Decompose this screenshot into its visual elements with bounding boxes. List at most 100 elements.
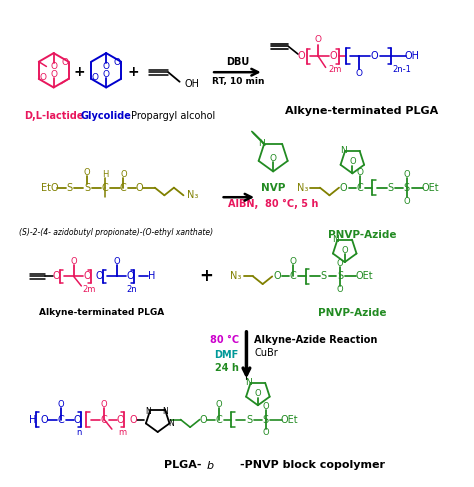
Text: O: O: [136, 183, 143, 193]
Text: O: O: [349, 157, 356, 167]
Text: PNVP-Azide: PNVP-Azide: [328, 230, 396, 241]
Text: N: N: [258, 139, 264, 149]
Text: OEt: OEt: [422, 183, 439, 193]
Text: 24 h: 24 h: [215, 363, 239, 373]
Text: O: O: [356, 69, 363, 77]
Text: N₃: N₃: [230, 271, 242, 281]
Text: O: O: [83, 271, 91, 281]
Text: PLGA-: PLGA-: [164, 460, 201, 470]
Text: C: C: [58, 414, 64, 425]
Text: O: O: [356, 168, 364, 177]
Text: S: S: [84, 183, 90, 193]
Text: OEt: OEt: [355, 271, 373, 281]
Text: O: O: [340, 183, 347, 193]
Text: C: C: [102, 183, 109, 193]
Text: O: O: [113, 257, 120, 265]
Text: DMF: DMF: [215, 350, 239, 360]
Text: CuBr: CuBr: [254, 348, 278, 358]
Text: H: H: [148, 271, 155, 281]
Text: N: N: [340, 147, 346, 155]
Text: O: O: [120, 170, 127, 179]
Text: OEt: OEt: [281, 414, 298, 425]
Text: O: O: [101, 400, 108, 409]
Text: O: O: [255, 389, 261, 398]
Text: O: O: [103, 70, 109, 78]
Text: O: O: [39, 74, 46, 82]
Text: N₃: N₃: [297, 183, 309, 193]
Text: O: O: [103, 62, 109, 71]
Text: O: O: [403, 170, 410, 179]
Text: C: C: [356, 183, 364, 193]
Text: O: O: [53, 271, 60, 281]
Text: Alkyne-Azide Reaction: Alkyne-Azide Reaction: [254, 336, 377, 345]
Text: O: O: [270, 153, 277, 163]
Text: S: S: [321, 271, 327, 281]
Text: O: O: [117, 414, 124, 425]
Text: C: C: [290, 271, 297, 281]
Text: N: N: [162, 407, 168, 416]
Text: O: O: [262, 402, 269, 411]
Text: O: O: [273, 271, 281, 281]
Text: +: +: [73, 65, 85, 79]
Text: OH: OH: [404, 51, 419, 61]
Text: -PNVP block copolymer: -PNVP block copolymer: [240, 460, 385, 470]
Text: O: O: [403, 197, 410, 206]
Text: 2n-1: 2n-1: [392, 65, 411, 74]
Text: 2m: 2m: [328, 65, 342, 74]
Text: N: N: [246, 378, 252, 387]
Text: O: O: [50, 62, 57, 71]
Text: O: O: [216, 400, 222, 409]
Text: O: O: [341, 246, 348, 255]
Text: N₃: N₃: [187, 190, 199, 200]
Text: D,L-lactide: D,L-lactide: [24, 111, 83, 121]
Text: NVP: NVP: [261, 183, 285, 193]
Text: n: n: [77, 429, 82, 437]
Text: 80 °C: 80 °C: [210, 336, 239, 345]
Text: S: S: [337, 271, 343, 281]
Text: O: O: [129, 414, 137, 425]
Text: S: S: [404, 183, 410, 193]
Text: O: O: [91, 74, 99, 82]
Text: C: C: [120, 183, 127, 193]
Text: Glycolide: Glycolide: [81, 111, 132, 121]
Text: O: O: [337, 285, 343, 294]
Text: O: O: [315, 35, 321, 44]
Text: Alkyne-terminated PLGA: Alkyne-terminated PLGA: [39, 308, 164, 317]
Text: O: O: [71, 257, 77, 265]
Text: H: H: [102, 170, 109, 179]
Text: AIBN,  80 °C, 5 h: AIBN, 80 °C, 5 h: [228, 199, 319, 209]
Text: C: C: [101, 414, 108, 425]
Text: N: N: [169, 419, 174, 428]
Text: RT, 10 min: RT, 10 min: [211, 77, 264, 86]
Text: S: S: [67, 183, 73, 193]
Text: OH: OH: [184, 79, 200, 89]
Text: Alkyne-terminated PLGA: Alkyne-terminated PLGA: [285, 106, 438, 116]
Text: S: S: [263, 414, 269, 425]
Text: O: O: [50, 70, 57, 78]
Text: 2n: 2n: [127, 285, 137, 294]
Text: +: +: [127, 65, 139, 79]
Text: O: O: [114, 58, 121, 67]
Text: C: C: [215, 414, 222, 425]
Text: O: O: [84, 168, 91, 177]
Text: O: O: [262, 429, 269, 437]
Text: O: O: [74, 414, 82, 425]
Text: S: S: [246, 414, 252, 425]
Text: N: N: [146, 407, 151, 416]
Text: PNVP-Azide: PNVP-Azide: [318, 308, 387, 318]
Text: N: N: [332, 235, 339, 244]
Text: Propargyl alcohol: Propargyl alcohol: [131, 111, 215, 121]
Text: $b$: $b$: [206, 459, 215, 471]
Text: H: H: [29, 414, 36, 425]
Text: 2m: 2m: [82, 285, 96, 294]
Text: O: O: [371, 51, 378, 61]
Text: (S)-2-(4- azidobutyl propionate)-(O-ethyl xanthate): (S)-2-(4- azidobutyl propionate)-(O-ethy…: [18, 228, 213, 237]
Text: O: O: [337, 259, 343, 267]
Text: O: O: [290, 257, 297, 265]
Text: O: O: [40, 414, 48, 425]
Text: O: O: [298, 51, 306, 61]
Text: O: O: [96, 271, 103, 281]
Text: +: +: [200, 267, 213, 285]
Text: O: O: [61, 58, 68, 67]
Text: S: S: [387, 183, 393, 193]
